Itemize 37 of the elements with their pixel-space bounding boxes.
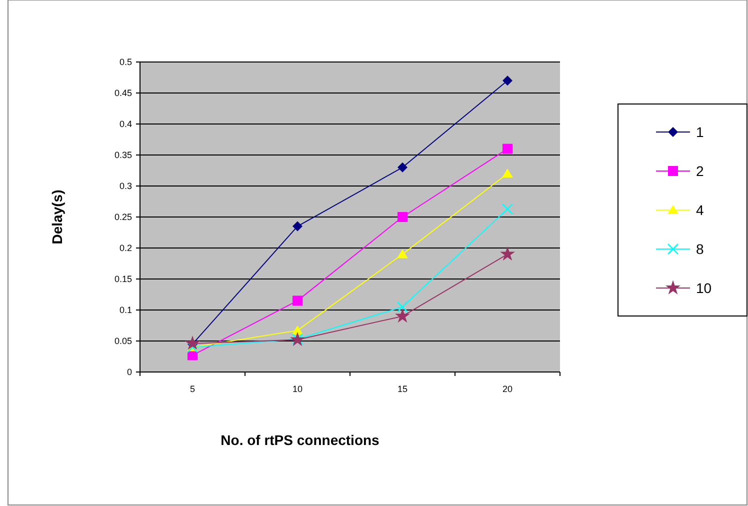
y-tick-label: 0.3	[119, 181, 132, 192]
point	[502, 144, 512, 154]
legend-label: 10	[696, 280, 712, 296]
point	[188, 350, 198, 360]
point	[398, 162, 408, 172]
y-tick-label: 0.35	[114, 150, 132, 160]
y-axis-title: Delay(s)	[49, 190, 65, 244]
y-tick-label: 0.05	[114, 336, 132, 346]
point	[500, 246, 516, 261]
x-tick-label: 5	[190, 384, 196, 394]
y-tick-label: 0	[126, 367, 132, 378]
point	[184, 336, 200, 350]
point	[502, 203, 514, 215]
y-tick-label: 0.15	[114, 274, 132, 284]
legend-label: 1	[696, 124, 704, 140]
point	[292, 296, 302, 306]
y-tick-label: 0.5	[119, 57, 132, 68]
x-axis-title: No. of rtPS connections	[220, 432, 380, 448]
point	[292, 221, 302, 232]
y-tick-label: 0.1	[119, 305, 132, 316]
y-tick-label: 0.2	[119, 243, 132, 254]
legend-label: 4	[696, 202, 704, 218]
point	[398, 212, 408, 222]
point	[394, 308, 410, 323]
x-tick-label: 15	[397, 384, 408, 394]
x-tick-label: 10	[292, 384, 303, 394]
point	[396, 301, 408, 313]
y-tick-label: 0.45	[114, 88, 132, 98]
legend-label: 8	[696, 240, 704, 257]
point	[502, 168, 513, 178]
y-tick-label: 0.4	[119, 119, 132, 130]
point	[292, 325, 303, 334]
point	[502, 76, 512, 86]
x-tick-label: 20	[502, 384, 513, 394]
y-tick-label: 0.25	[114, 212, 132, 222]
legend-label: 2	[696, 162, 704, 179]
point	[397, 249, 408, 258]
